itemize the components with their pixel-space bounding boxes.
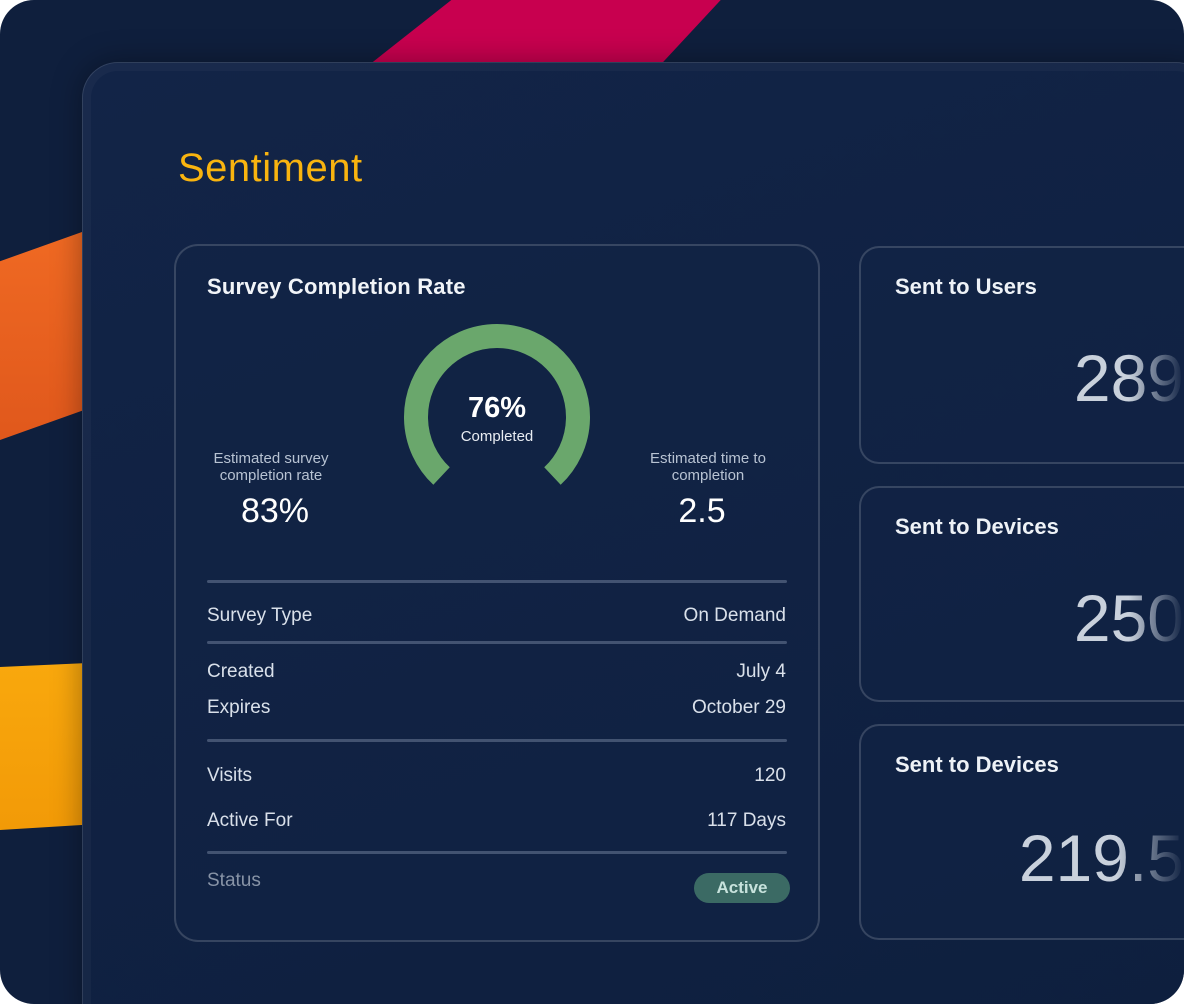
completion-ring (404, 324, 590, 485)
survey-type-label: Survey Type (207, 605, 313, 626)
completed-percent: 76% (467, 392, 527, 424)
expires-label: Expires (207, 697, 271, 718)
created-label: Created (207, 661, 275, 682)
stat-card-sent-to-users[interactable] (859, 246, 1184, 464)
divider (207, 641, 787, 644)
estimated-time-label: Estimated time to completion (650, 450, 766, 484)
stat-card-sent-to-devices-2[interactable] (859, 724, 1184, 940)
estimated-rate-label: Estimated survey completion rate (213, 450, 329, 484)
estimated-time-value: 2.5 (678, 492, 726, 530)
stat-value: 250 (1073, 581, 1184, 655)
stat-title: Sent to Users (895, 274, 1037, 299)
page-title: Sentiment (178, 146, 363, 190)
survey-card-title: Survey Completion Rate (207, 274, 466, 299)
stat-value: 289 (1073, 341, 1184, 415)
stat-title: Sent to Devices (895, 514, 1059, 539)
stat-title: Sent to Devices (895, 752, 1059, 777)
survey-completion-card[interactable] (174, 244, 820, 942)
active-for-value: 117 Days (707, 810, 786, 831)
divider (207, 739, 787, 742)
visits-value: 120 (754, 765, 786, 786)
status-label: Status (207, 870, 261, 891)
completed-label: Completed (460, 428, 534, 445)
stat-card-sent-to-devices[interactable] (859, 486, 1184, 702)
survey-type-value: On Demand (683, 605, 786, 626)
stat-value: 219.5 (1018, 821, 1184, 895)
visits-label: Visits (207, 765, 253, 786)
status-badge: Active (694, 873, 790, 903)
divider (207, 580, 787, 583)
ring-progress-arc (404, 324, 590, 485)
expires-value: October 29 (692, 697, 786, 718)
created-value: July 4 (736, 661, 786, 682)
divider (207, 851, 787, 854)
active-for-label: Active For (207, 810, 293, 831)
estimated-rate-value: 83% (240, 492, 310, 530)
